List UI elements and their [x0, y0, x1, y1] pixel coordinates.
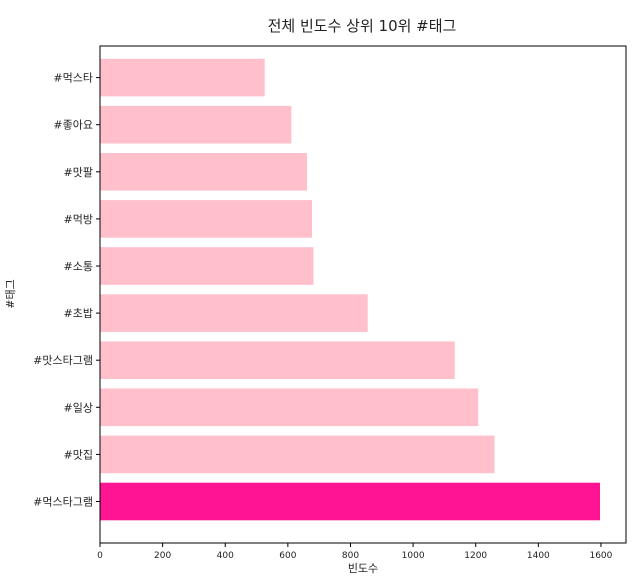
x-tick-label-6: 1200	[464, 551, 487, 561]
bar-5	[100, 247, 314, 285]
x-tick-label-7: 1400	[527, 551, 550, 561]
bar-2	[100, 388, 479, 427]
bar-4	[100, 294, 368, 332]
bars-group	[100, 58, 601, 521]
x-tick-label-3: 600	[279, 551, 296, 561]
y-tick-label-8: #좋아요	[53, 119, 93, 132]
bar-8	[100, 105, 292, 144]
y-tick-label-4: #초밥	[64, 307, 93, 320]
x-tick-label-1: 200	[154, 551, 171, 561]
y-tick-label-9: #먹스타	[53, 72, 93, 85]
chart-title: 전체 빈도수 상위 10위 #태그	[268, 17, 457, 35]
bar-3	[100, 341, 455, 379]
bar-7	[100, 153, 307, 191]
y-tick-label-0: #먹스타그램	[33, 496, 93, 509]
x-axis-label: 빈도수	[348, 562, 378, 575]
x-tick-label-8: 1600	[589, 551, 612, 561]
y-tick-label-3: #맛스타그램	[33, 354, 93, 367]
x-tick-label-0: 0	[97, 551, 103, 561]
bar-1	[100, 435, 495, 474]
y-tick-label-6: #먹방	[64, 213, 93, 226]
bar-9	[100, 58, 265, 97]
x-tick-label-2: 400	[217, 551, 234, 561]
bar-0	[100, 482, 601, 521]
y-tick-label-2: #일상	[64, 400, 93, 414]
y-axis-label: #태그	[4, 279, 17, 308]
y-ticks-group: #먹스타그램 #맛집 #일상 #맛스타그램 #초밥 #소통 #먹방 #맛팔 #좋아요 #먹스타	[33, 72, 100, 509]
y-tick-label-5: #소통	[64, 260, 93, 273]
y-tick-label-7: #맛팔	[64, 166, 93, 179]
y-tick-label-1: #맛집	[64, 448, 93, 461]
x-ticks-group: 0 200 400 600 800 1000 1200 1400 1600	[97, 543, 613, 561]
bar-6	[100, 200, 312, 238]
plot-frame	[99, 45, 627, 544]
x-tick-label-5: 1000	[402, 551, 425, 561]
x-tick-label-4: 800	[342, 551, 359, 561]
